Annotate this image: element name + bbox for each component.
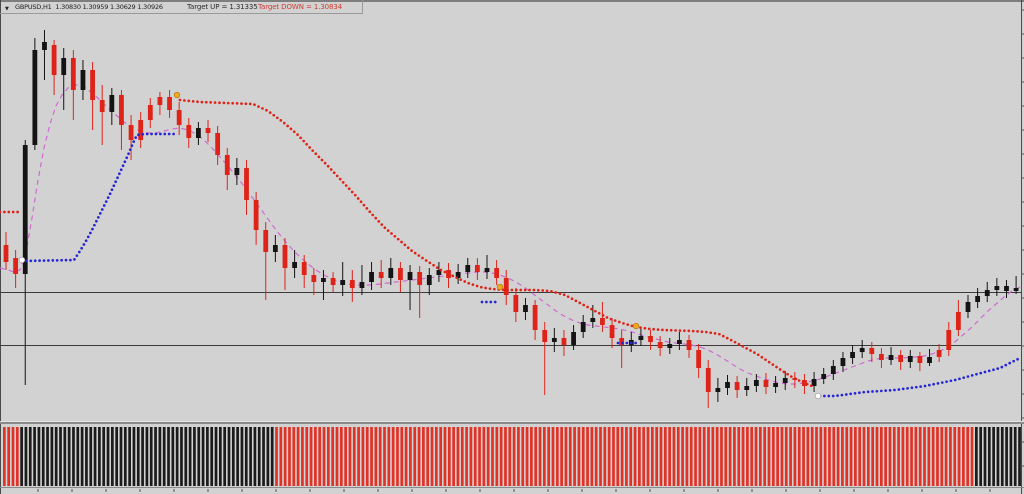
trend-line-blue [20, 132, 1019, 398]
window-top-border [0, 0, 1024, 2]
buy-signal-dot [18, 256, 26, 264]
time-axis[interactable] [37, 489, 991, 492]
symbol-dropdown-arrow-icon[interactable]: ▼ [5, 6, 9, 12]
sell-signal-dot [173, 91, 181, 99]
sell-signal-dot [632, 322, 640, 330]
sell-signal-dot [496, 283, 504, 291]
indicator-histogram [0, 427, 1024, 488]
trend-line-red [0, 98, 813, 388]
subwindow-splitter[interactable] [0, 421, 1024, 425]
title-panel-border [0, 0, 363, 14]
symbol-ohlc-label: GBPUSD,H1 1.30830 1.30959 1.30629 1.3092… [15, 3, 163, 11]
signal-dots [18, 91, 822, 400]
candles-layer [3, 30, 1019, 408]
target-up-label: Target UP = 1.31335 [187, 3, 258, 11]
ma-line [0, 84, 1021, 385]
target-down-label: Target DOWN = 1.30834 [258, 3, 343, 11]
buy-signal-dot [814, 392, 822, 400]
